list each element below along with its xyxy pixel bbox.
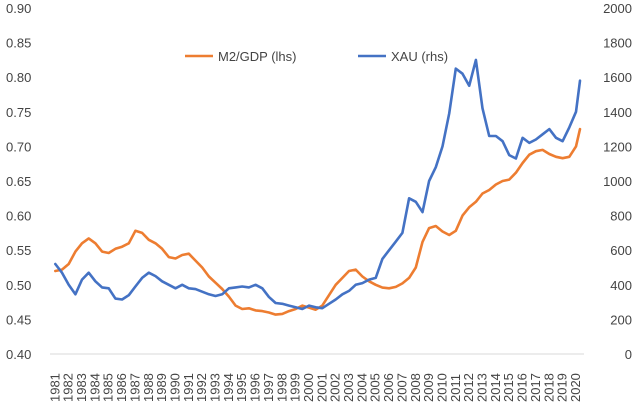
x-tick-label: 2019 <box>555 373 570 402</box>
y-left-tick-label: 0.40 <box>6 347 31 362</box>
x-tick-label: 1981 <box>47 373 62 402</box>
x-tick-label: 2000 <box>301 373 316 402</box>
x-tick-label: 2009 <box>421 373 436 402</box>
x-tick-label: 2013 <box>475 373 490 402</box>
y-left-tick-label: 0.45 <box>6 312 31 327</box>
y-right-tick-label: 0 <box>625 347 632 362</box>
y-left-tick-label: 0.55 <box>6 243 31 258</box>
series-line-xau <box>53 58 582 311</box>
y-left-tick-label: 0.80 <box>6 70 31 85</box>
x-tick-label: 2015 <box>501 373 516 402</box>
x-tick-label: 1993 <box>208 373 223 402</box>
left-axis-ticks: 0.40 0.45 0.50 0.55 0.60 0.65 0.70 0.75 0.80 0.85… <box>6 1 31 362</box>
y-right-tick-label: 600 <box>610 243 632 258</box>
x-tick-label: 2008 <box>408 373 423 402</box>
x-tick-label: 2004 <box>354 373 369 402</box>
x-tick-label: 1994 <box>221 373 236 402</box>
x-tick-label: 1987 <box>127 373 142 402</box>
y-right-tick-label: 400 <box>610 278 632 293</box>
x-tick-label: 1984 <box>87 373 102 402</box>
x-tick-label: 1982 <box>61 373 76 402</box>
x-tick-label: 2016 <box>515 373 530 402</box>
x-tick-label: 1999 <box>288 373 303 402</box>
x-tick-label: 1995 <box>234 373 249 402</box>
y-right-tick-label: 800 <box>610 209 632 224</box>
y-left-tick-label: 0.90 <box>6 1 31 16</box>
x-tick-label: 1983 <box>74 373 89 402</box>
x-tick-label: 2018 <box>541 373 556 402</box>
legend: M2/GDP (lhs) XAU (rhs) <box>185 49 448 64</box>
y-left-tick-label: 0.85 <box>6 36 31 51</box>
x-tick-label: 1990 <box>167 373 182 402</box>
y-right-tick-label: 1600 <box>603 70 632 85</box>
x-tick-label: 2010 <box>434 373 449 402</box>
x-tick-label: 2007 <box>394 373 409 402</box>
y-left-tick-label: 0.75 <box>6 105 31 120</box>
y-right-tick-label: 1400 <box>603 105 632 120</box>
x-tick-label: 1992 <box>194 373 209 402</box>
x-tick-label: 1991 <box>181 373 196 402</box>
x-tick-label: 2012 <box>461 373 476 402</box>
right-axis-ticks: 0 200 400 600 800 1000 1200 1400 1600 1800 2000 <box>603 1 632 362</box>
x-tick-label: 2005 <box>368 373 383 402</box>
x-tick-label: 2017 <box>528 373 543 402</box>
y-left-tick-label: 0.65 <box>6 174 31 189</box>
x-tick-label: 1986 <box>114 373 129 402</box>
y-right-tick-label: 1200 <box>603 139 632 154</box>
y-left-tick-label: 0.50 <box>6 278 31 293</box>
y-left-tick-label: 0.60 <box>6 209 31 224</box>
x-tick-label: 1996 <box>248 373 263 402</box>
y-right-tick-label: 1800 <box>603 36 632 51</box>
x-tick-label: 2020 <box>568 373 583 402</box>
x-tick-label: 2001 <box>314 373 329 402</box>
x-axis-ticks: 1981198219831984198519861987198819891990… <box>47 373 583 402</box>
y-right-tick-label: 2000 <box>603 1 632 16</box>
x-tick-label: 2006 <box>381 373 396 402</box>
x-tick-label: 1985 <box>101 373 116 402</box>
legend-label: XAU (rhs) <box>391 49 448 64</box>
x-tick-label: 2011 <box>448 374 463 402</box>
x-tick-label: 1998 <box>274 373 289 402</box>
x-tick-label: 2003 <box>341 373 356 402</box>
y-left-tick-label: 0.70 <box>6 139 31 154</box>
x-tick-label: 1989 <box>154 373 169 402</box>
x-tick-label: 1988 <box>141 373 156 402</box>
y-right-tick-label: 200 <box>610 312 632 327</box>
y-right-tick-label: 1000 <box>603 174 632 189</box>
legend-label: M2/GDP (lhs) <box>218 49 297 64</box>
x-tick-label: 2002 <box>328 373 343 402</box>
x-tick-label: 1997 <box>261 373 276 402</box>
x-tick-label: 2014 <box>488 373 503 402</box>
series-lines <box>53 58 582 316</box>
